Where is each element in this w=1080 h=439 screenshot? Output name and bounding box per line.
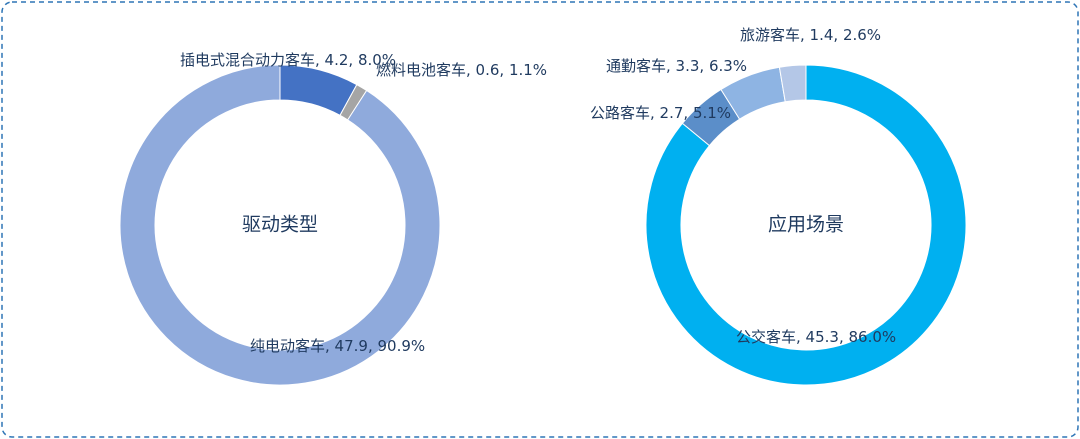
label-category: 公交客车 [736, 328, 796, 346]
label-value: , 0.6, 1.1% [466, 61, 547, 79]
label-category: 纯电动客车 [250, 337, 325, 355]
data-label: 旅游客车, 1.4, 2.6% [740, 26, 881, 44]
data-label: 纯电动客车, 47.9, 90.9% [250, 337, 425, 355]
label-value: , 2.7, 5.1% [650, 104, 731, 122]
label-value: , 47.9, 90.9% [325, 337, 425, 355]
label-category: 旅游客车 [740, 26, 800, 44]
label-category: 燃料电池客车 [376, 61, 466, 79]
label-category: 通勤客车 [606, 57, 666, 75]
data-label: 插电式混合动力客车, 4.2, 8.0% [180, 51, 396, 69]
center-title: 应用场景 [768, 214, 844, 236]
label-category: 公路客车 [590, 104, 650, 122]
data-label: 公路客车, 2.7, 5.1% [590, 104, 731, 122]
label-category: 插电式混合动力客车 [180, 51, 315, 69]
donut-segment [119, 64, 441, 386]
donut-segment [778, 64, 807, 103]
label-value: , 45.3, 86.0% [796, 328, 896, 346]
center-title: 驱动类型 [242, 214, 318, 236]
label-value: , 1.4, 2.6% [800, 26, 881, 44]
label-value: , 4.2, 8.0% [315, 51, 396, 69]
data-label: 燃料电池客车, 0.6, 1.1% [376, 61, 547, 79]
data-label: 通勤客车, 3.3, 6.3% [606, 57, 747, 75]
data-label: 公交客车, 45.3, 86.0% [736, 328, 896, 346]
donut-segment [645, 64, 967, 386]
label-value: , 3.3, 6.3% [666, 57, 747, 75]
